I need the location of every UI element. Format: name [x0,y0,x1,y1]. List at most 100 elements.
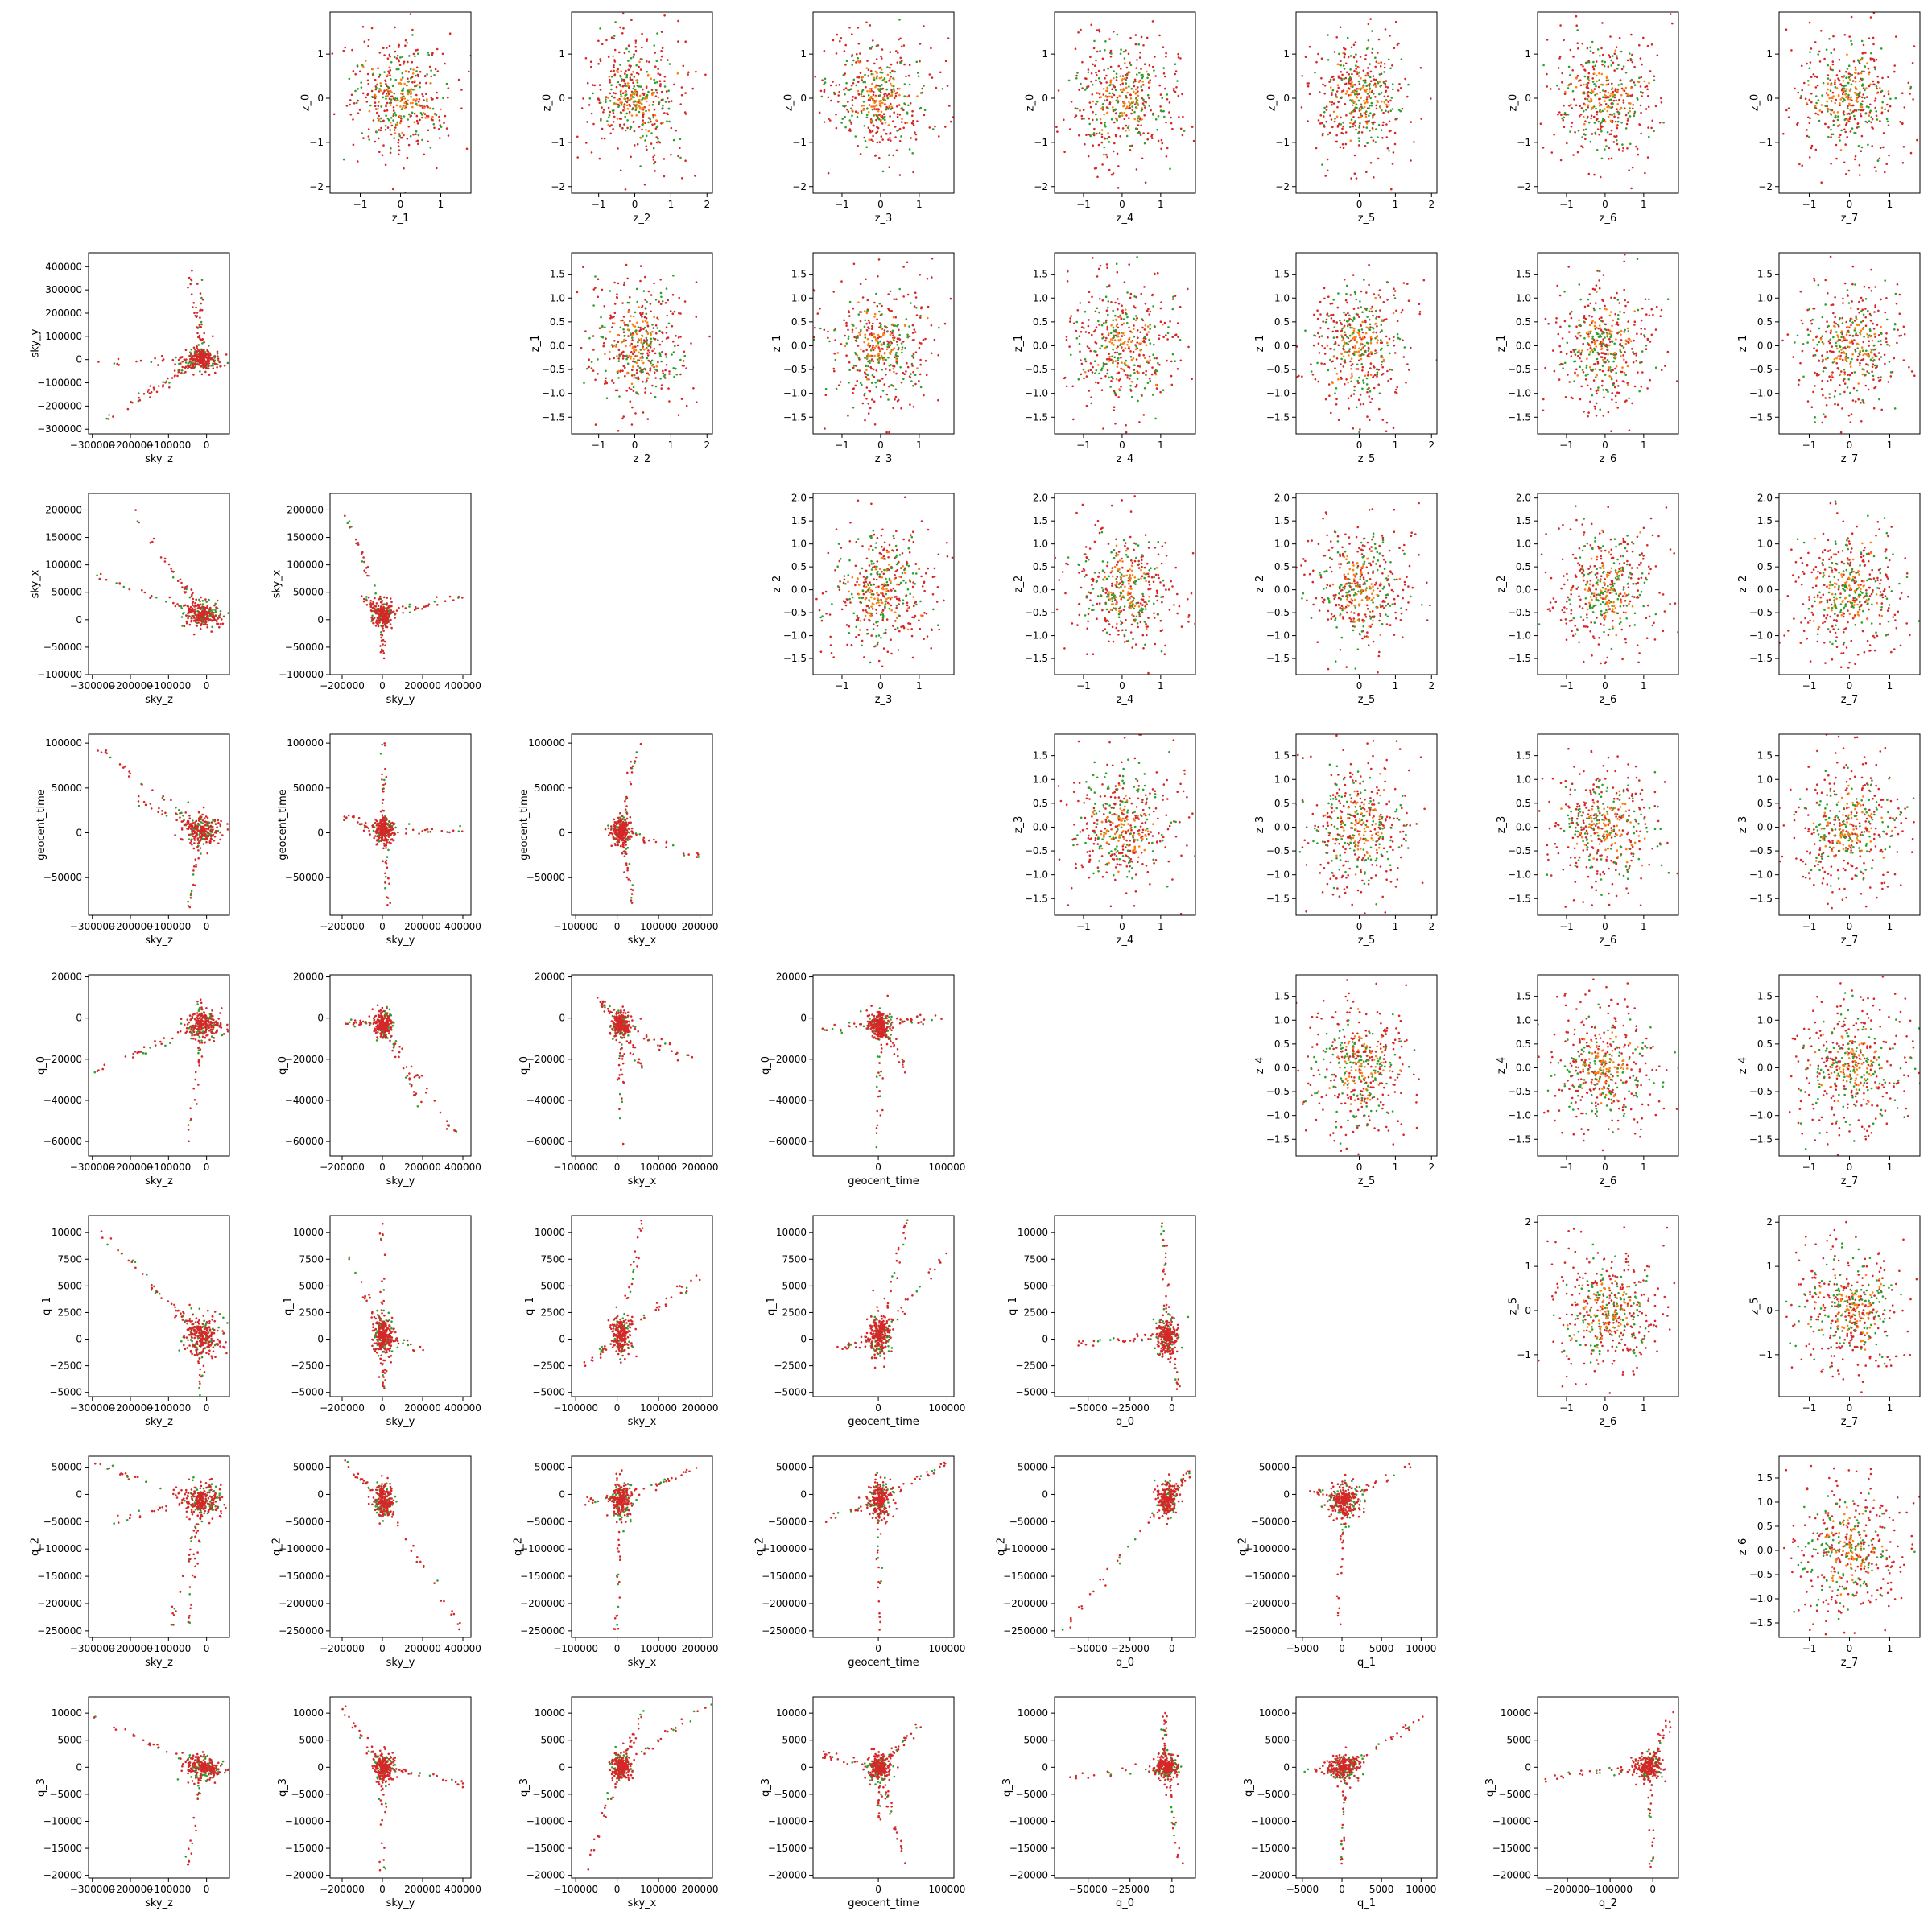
orange-point [1117,331,1119,334]
red-point [1114,423,1117,425]
red-point [1872,36,1875,39]
red-point [854,96,857,99]
red-point [1529,125,1531,127]
red-point [1143,341,1146,344]
red-point [1165,334,1167,336]
red-point [1876,87,1878,90]
red-point [630,64,632,68]
red-point [1357,359,1360,362]
red-point [639,326,642,329]
red-point [1587,4,1589,6]
orange-point [877,333,880,336]
red-point [1373,78,1376,80]
red-point [944,60,947,63]
green-point [1834,85,1837,89]
red-point [870,334,873,336]
green-point [369,104,372,107]
red-point [642,312,644,314]
orange-point [388,66,390,68]
red-point [1612,99,1616,102]
green-point [600,336,603,338]
scatter-points [1055,20,1195,189]
red-point [1269,328,1272,331]
red-point [618,51,621,54]
red-point [584,330,587,332]
red-point [648,60,650,64]
green-point [401,76,404,79]
green-point [653,44,655,47]
orange-point [1624,86,1628,89]
red-point [1609,35,1612,38]
red-point [889,137,891,139]
green-point [430,69,432,72]
red-point [1121,346,1123,349]
red-point [1139,79,1141,82]
red-point [621,357,625,360]
green-point [601,325,604,328]
red-point [1125,124,1128,127]
red-point [1326,169,1329,172]
green-point [869,47,871,50]
red-point [622,331,625,334]
red-point [1158,34,1161,37]
red-point [663,76,667,78]
red-point [889,369,891,372]
red-point [644,299,646,301]
red-point [406,84,408,87]
green-point [889,72,892,74]
red-point [1081,60,1084,64]
red-point [679,103,682,105]
red-point [1335,93,1337,96]
orange-point [1332,110,1335,114]
red-point [1351,373,1353,375]
red-point [1342,337,1345,340]
orange-point [1355,71,1358,74]
red-point [1111,88,1113,90]
red-point [1083,327,1085,329]
orange-point [863,341,865,344]
red-point [1336,126,1340,128]
orange-point [1379,106,1381,109]
red-point [1343,47,1345,49]
orange-point [1876,92,1879,94]
red-point [1085,77,1088,80]
red-point [665,332,668,334]
x-axis-label: z_5 [1358,213,1376,225]
red-point [367,45,369,47]
red-point [1340,330,1343,332]
orange-point [632,315,635,318]
green-point [1865,105,1868,108]
red-point [1633,81,1636,84]
panel-z_1-vs-z_3: −1 0 1z_3−1.5−1.0−0.50.00.51.01.5z_1 [771,239,981,465]
red-point [1080,331,1083,333]
red-point [837,94,840,97]
red-point [613,115,616,118]
orange-point [916,95,919,97]
green-point [1340,79,1344,81]
red-point [1084,142,1086,146]
green-point [1157,361,1159,365]
green-point [979,384,981,386]
red-point [1176,368,1179,370]
red-point [1839,104,1842,107]
orange-point [646,97,648,100]
red-point [1814,86,1818,89]
orange-point [613,345,616,347]
red-point [590,112,593,115]
red-point [624,82,626,85]
orange-point [1336,63,1340,66]
red-point [409,13,412,15]
orange-point [1575,85,1578,89]
red-point [939,239,942,242]
orange-point [1129,102,1132,105]
red-point [1584,69,1587,72]
green-point [419,112,423,114]
orange-point [879,349,881,352]
green-point [385,114,387,117]
red-point [898,338,902,341]
red-point [1380,61,1382,64]
red-point [668,400,671,402]
x-axis-label: z_3 [875,453,893,465]
orange-point [1599,91,1601,94]
orange-point [1596,80,1598,83]
